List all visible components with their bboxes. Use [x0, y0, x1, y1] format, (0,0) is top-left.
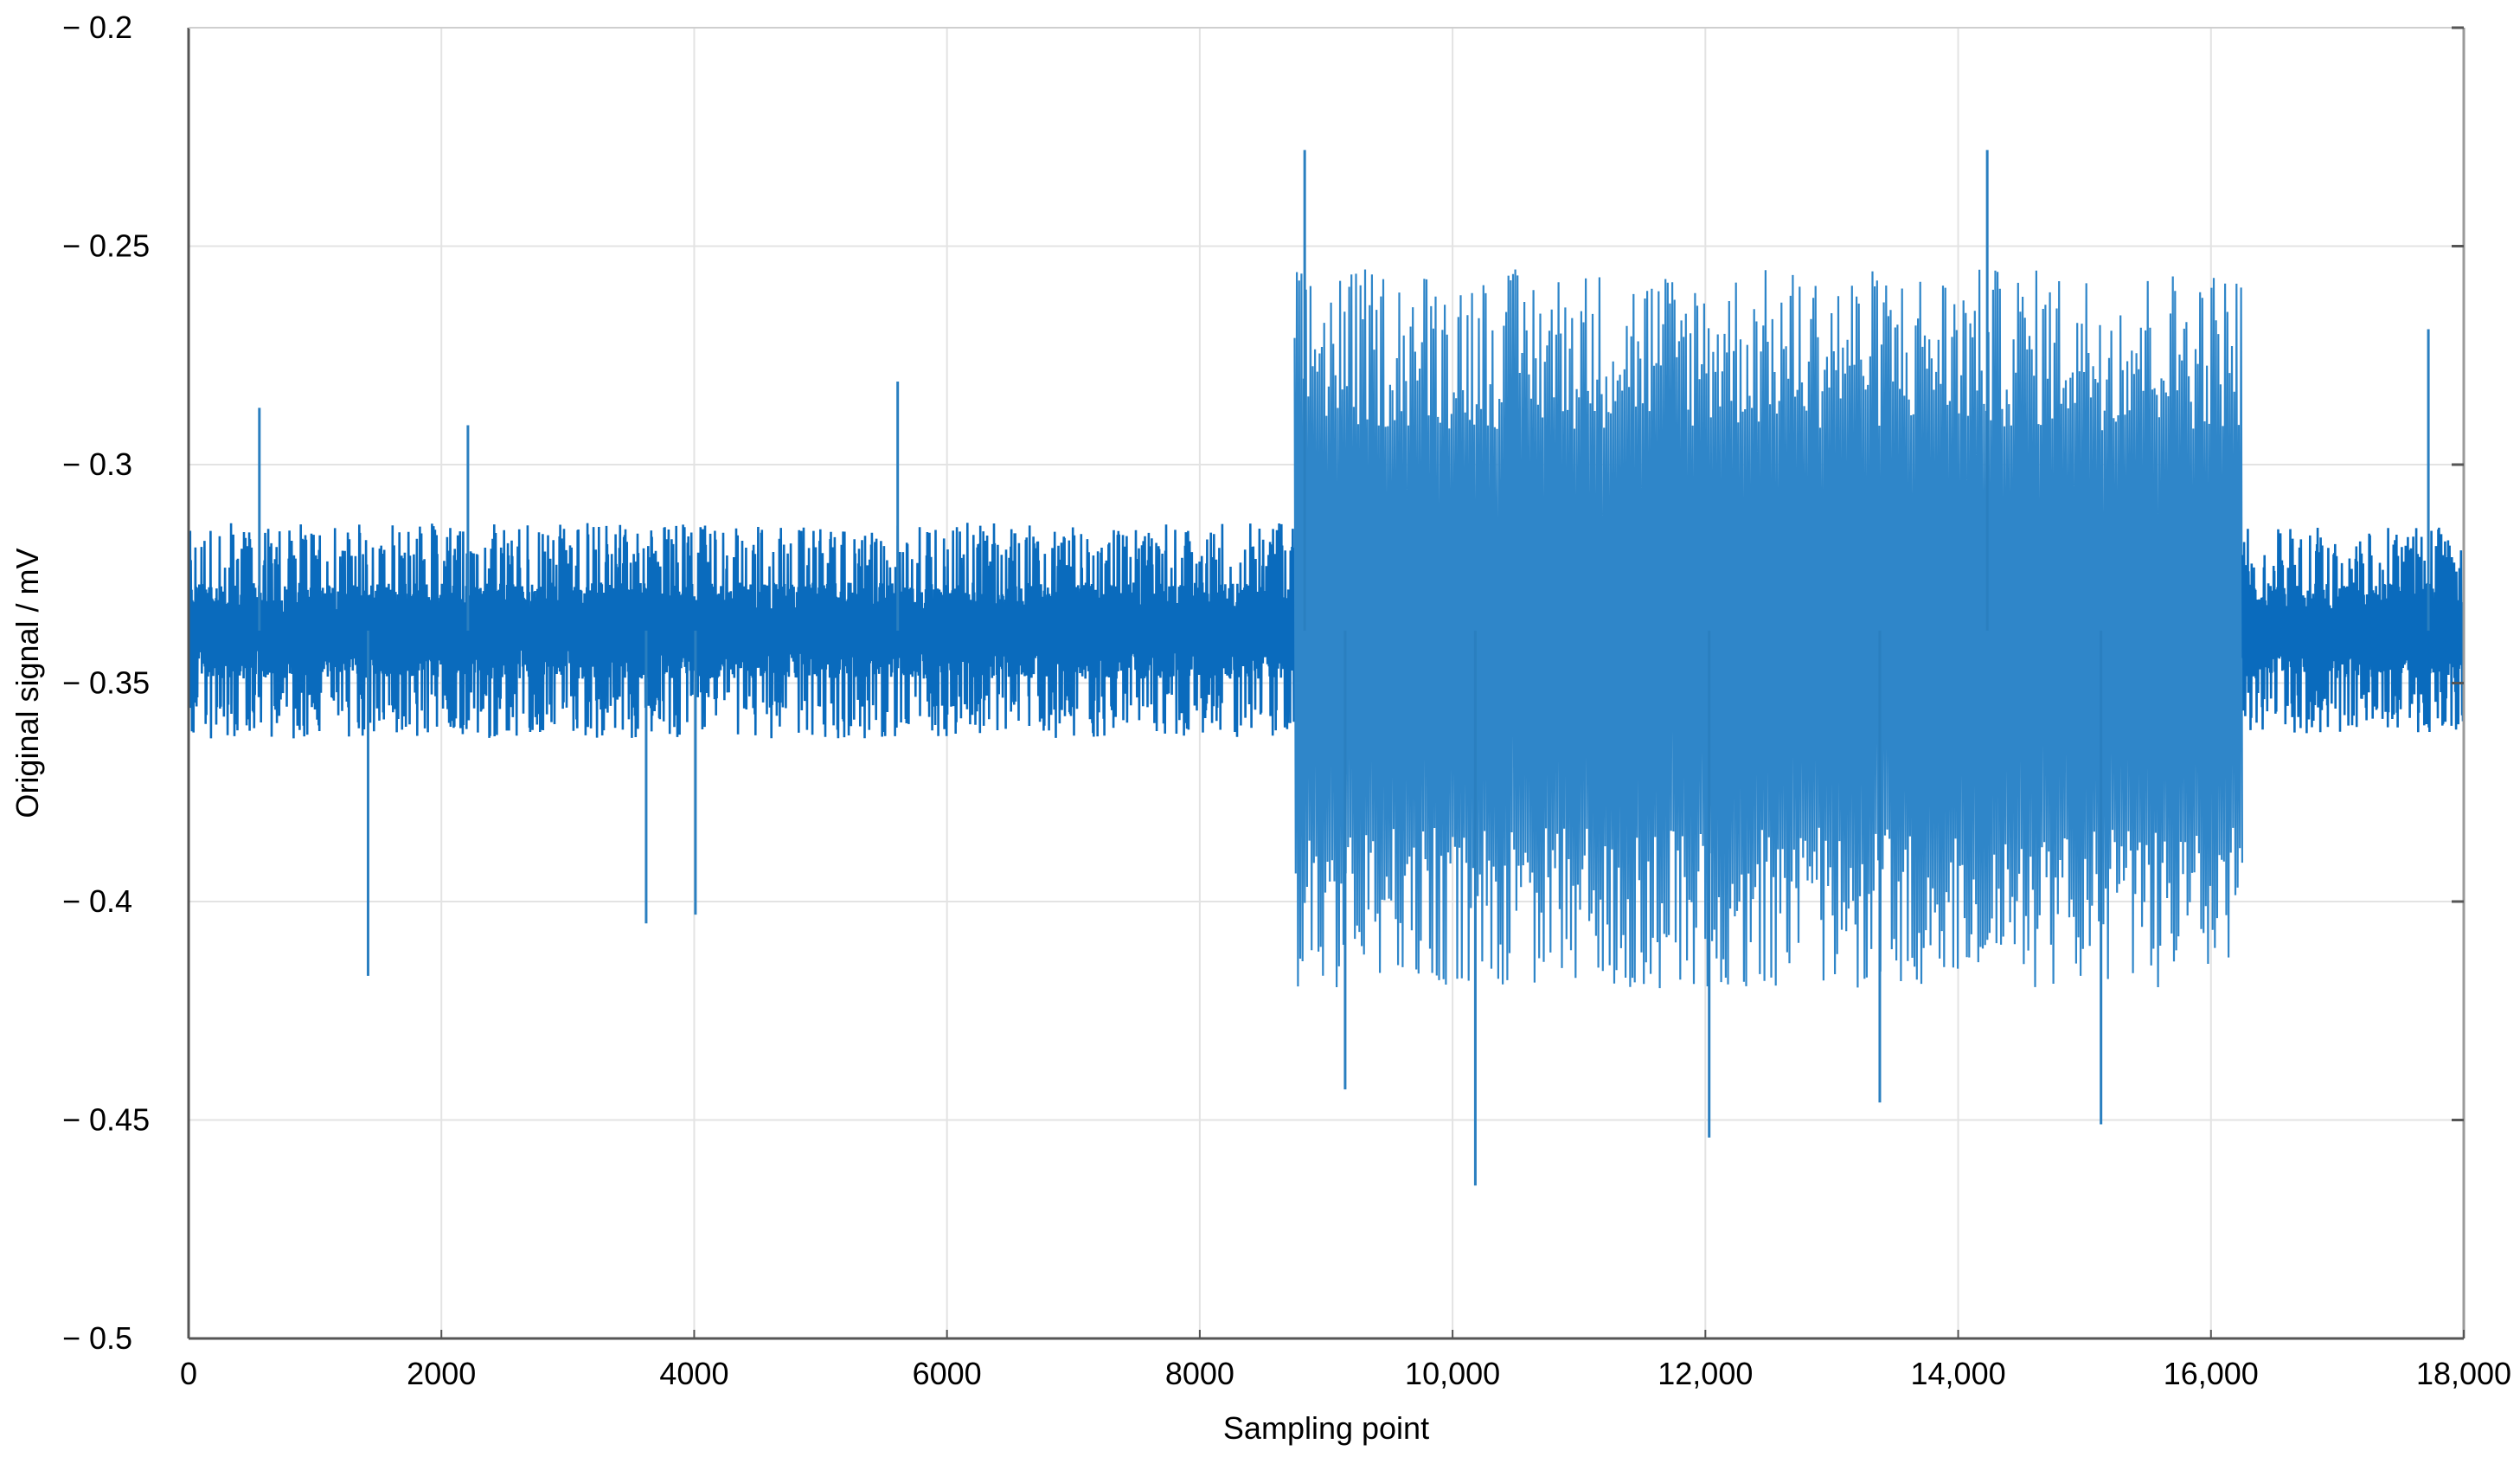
y-axis-ticks: − 0.2 − 0.25 − 0.3 − 0.35 − 0.4 − 0.45 − 0.5 — [62, 10, 2464, 1356]
x-tick-label: 2000 — [407, 1356, 476, 1391]
y-axis-title: Original signal / mV — [10, 548, 45, 818]
signal-segment-2 — [2241, 527, 2465, 734]
x-tick-label: 0 — [180, 1356, 197, 1391]
x-tick-label: 8000 — [1165, 1356, 1234, 1391]
signal-segment-1 — [1293, 269, 2243, 989]
y-tick-label: − 0.5 — [62, 1320, 132, 1356]
signal-segment-0 — [187, 523, 1296, 739]
x-tick-label: 14,000 — [1911, 1356, 2006, 1391]
x-tick-label: 18,000 — [2416, 1356, 2511, 1391]
y-tick-label: − 0.45 — [62, 1102, 150, 1138]
x-tick-label: 12,000 — [1658, 1356, 1753, 1391]
y-tick-label: − 0.25 — [62, 228, 150, 264]
y-tick-label: − 0.35 — [62, 665, 150, 701]
y-tick-label: − 0.2 — [62, 10, 132, 45]
y-tick-label: − 0.4 — [62, 883, 132, 919]
signal-series — [187, 150, 2465, 1186]
x-tick-label: 16,000 — [2164, 1356, 2259, 1391]
x-tick-label: 6000 — [913, 1356, 982, 1391]
x-tick-label: 4000 — [659, 1356, 728, 1391]
y-tick-label: − 0.3 — [62, 446, 132, 482]
x-tick-label: 10,000 — [1405, 1356, 1500, 1391]
x-axis-ticks: 0 2000 4000 6000 8000 10,000 12,000 14,000 16,00… — [180, 1330, 2511, 1391]
x-axis-title: Sampling point — [1223, 1410, 1429, 1446]
